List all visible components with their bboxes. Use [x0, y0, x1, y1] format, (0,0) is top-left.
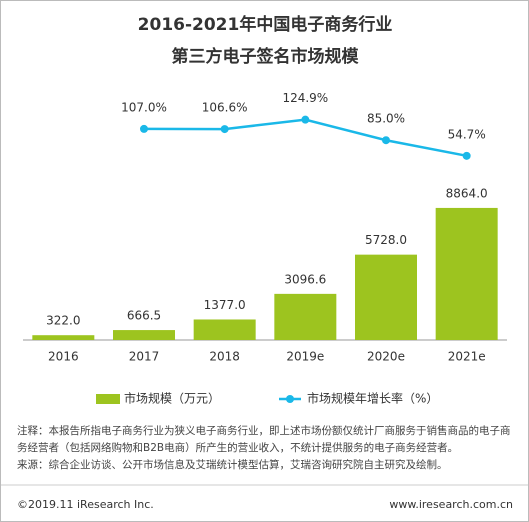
x-tick-label: 2016	[48, 350, 79, 364]
marker	[140, 124, 148, 133]
note: 来源：综合企业访谈、公开市场信息及艾瑞统计模型估算，艾瑞咨询研究院自主研究及绘制…	[17, 459, 448, 471]
marker	[301, 115, 310, 124]
bar	[355, 254, 417, 340]
x-tick-label: 2018	[209, 350, 240, 364]
data-label: 124.9%	[282, 91, 328, 105]
line	[143, 118, 467, 158]
legend-label: 市场规模（万元）	[124, 391, 220, 406]
bar	[274, 293, 337, 340]
bar	[32, 335, 95, 340]
data-label: 322.0	[46, 314, 80, 328]
marker	[382, 136, 390, 145]
data-label: 106.6%	[202, 101, 248, 115]
chart-title: 第三方电子签名市场规模	[172, 46, 360, 67]
bar	[193, 319, 256, 340]
data-label: 1377.0	[204, 298, 246, 312]
marker	[220, 125, 229, 134]
footer-right: www.iresearch.com.cn	[389, 498, 513, 511]
x-tick-label: 2017	[129, 350, 160, 364]
data-label: 666.5	[127, 309, 161, 323]
note: 注释：本报告所指电子商务行业为狭义电子商务行业，即上述市场份额仅统计厂商服务于销…	[17, 425, 511, 454]
data-label: 54.7%	[448, 127, 486, 141]
footer-left: ©2019.11 iResearch Inc.	[17, 498, 154, 511]
legend-label: 市场规模年增长率（%）	[307, 391, 438, 406]
chart-title: 2016-2021年中国电子商务行业	[138, 14, 393, 35]
legend-swatch	[96, 394, 120, 404]
notes: 注释：本报告所指电子商务行业为狭义电子商务行业，即上述市场份额仅统计厂商服务于销…	[17, 423, 515, 474]
marker	[462, 151, 471, 160]
x-tick-label: 2021e	[448, 350, 486, 364]
data-label: 8864.0	[446, 186, 488, 200]
data-label: 3096.6	[284, 272, 326, 286]
legend-swatch	[286, 395, 294, 403]
bar	[435, 207, 498, 340]
x-tick-label: 2020e	[367, 350, 405, 364]
x-tick-label: 2019e	[286, 350, 324, 364]
data-label: 85.0%	[367, 112, 405, 126]
data-label: 107.0%	[121, 100, 167, 114]
bar	[113, 330, 175, 340]
data-label: 5728.0	[365, 233, 407, 247]
